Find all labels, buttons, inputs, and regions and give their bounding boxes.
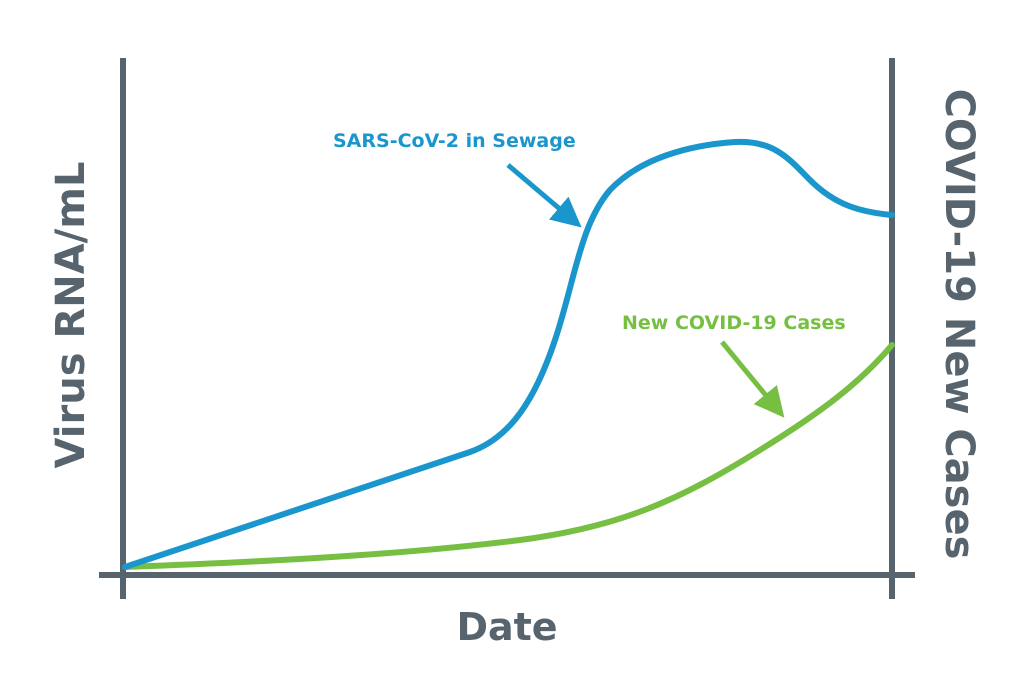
series-new-cases-line — [122, 342, 895, 570]
cases-arrow-icon — [720, 340, 785, 418]
series-sewage-line — [122, 138, 895, 570]
axes — [99, 58, 915, 599]
cases-annotation-label: New COVID-19 Cases — [622, 312, 846, 334]
left-y-axis-title: Virus RNA/mL — [48, 162, 94, 469]
right-y-axis-title: COVID-19 New Cases — [936, 89, 982, 560]
x-axis-title: Date — [456, 605, 557, 649]
sewage-annotation-label: SARS-CoV-2 in Sewage — [333, 130, 576, 152]
sewage-arrow-icon — [506, 163, 582, 228]
